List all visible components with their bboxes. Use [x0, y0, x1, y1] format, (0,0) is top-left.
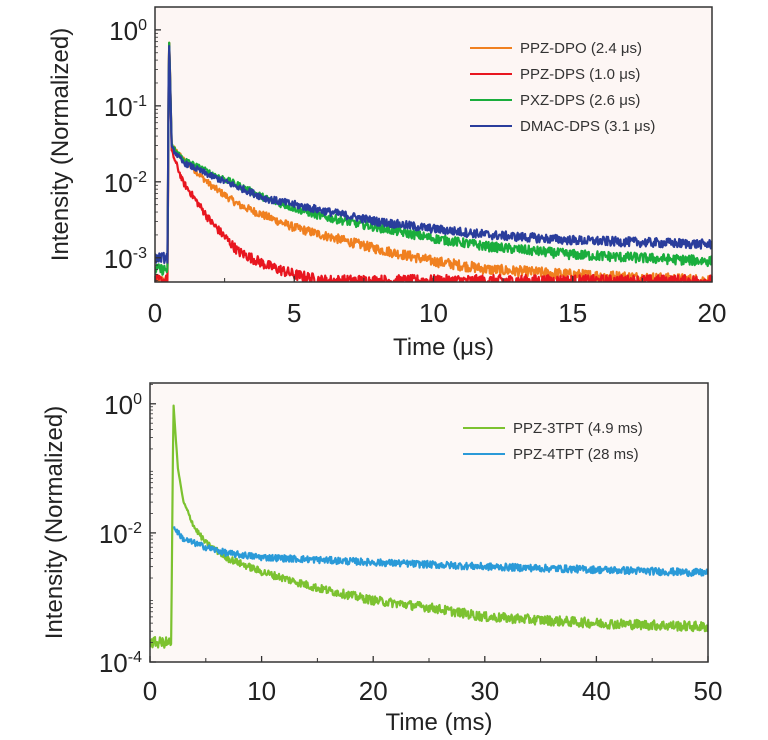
y-tick-label: 10-4 — [99, 648, 142, 678]
legend-label: DMAC-DPS (3.1 μs) — [520, 118, 655, 135]
x-tick-label: 40 — [582, 676, 611, 706]
y-tick-base: 10 — [104, 92, 133, 122]
x-tick-label: 10 — [247, 676, 276, 706]
y-tick-label: 10-1 — [104, 92, 147, 122]
series-line-0 — [155, 41, 712, 282]
series-line-2 — [155, 41, 712, 276]
x-tick-label: 20 — [698, 298, 727, 328]
legend-label: PXZ-DPS (2.6 μs) — [520, 92, 640, 109]
y-tick-label: 10-2 — [104, 168, 147, 198]
legend-label: PPZ-DPO (2.4 μs) — [520, 40, 642, 57]
x-tick-label: 50 — [694, 676, 723, 706]
y-tick-base: 10 — [99, 648, 128, 678]
x-axis-title: Time (μs) — [393, 334, 494, 361]
y-tick-base: 10 — [99, 519, 128, 549]
y-axis-title: Intensity (Normalized) — [41, 406, 68, 639]
y-tick-exponent: 0 — [133, 391, 142, 408]
y-tick-exponent: -2 — [133, 169, 147, 186]
x-tick-label: 30 — [470, 676, 499, 706]
y-tick-exponent: -2 — [128, 520, 142, 537]
y-axis-title: Intensity (Normalized) — [47, 28, 74, 261]
y-tick-base: 10 — [104, 168, 133, 198]
x-tick-label: 0 — [143, 676, 157, 706]
legend: PPZ-3TPT (4.9 ms) PPZ-4TPT (28 ms) — [463, 420, 643, 463]
legend: PPZ-DPO (2.4 μs) PPZ-DPS (1.0 μs) PXZ-DPS … — [470, 40, 655, 135]
series-line-0 — [150, 404, 708, 649]
y-tick-base: 10 — [104, 244, 133, 274]
y-tick-exponent: -4 — [128, 649, 142, 666]
y-tick-exponent: 0 — [138, 17, 147, 34]
legend-label: PPZ-4TPT (28 ms) — [513, 446, 639, 463]
x-tick-label: 15 — [558, 298, 587, 328]
y-tick-label: 10-3 — [104, 244, 147, 274]
y-tick-exponent: -1 — [133, 93, 147, 110]
series-group — [150, 404, 708, 649]
x-tick-label: 20 — [359, 676, 388, 706]
legend-label: PPZ-DPS (1.0 μs) — [520, 66, 640, 83]
y-tick-label: 100 — [104, 390, 142, 420]
series-line-3 — [155, 44, 712, 264]
y-tick-base: 10 — [109, 16, 138, 46]
y-tick-label: 10-2 — [99, 519, 142, 549]
x-tick-label: 10 — [419, 298, 448, 328]
plot-area — [155, 7, 712, 282]
legend-label: PPZ-3TPT (4.9 ms) — [513, 420, 643, 437]
plot-area — [150, 383, 708, 662]
y-tick-base: 10 — [104, 390, 133, 420]
x-tick-label: 5 — [287, 298, 301, 328]
series-line-1 — [172, 526, 708, 578]
y-tick-label: 100 — [109, 16, 147, 46]
x-axis-title: Time (ms) — [385, 709, 492, 736]
y-tick-exponent: -3 — [133, 245, 147, 262]
x-tick-label: 0 — [148, 298, 162, 328]
